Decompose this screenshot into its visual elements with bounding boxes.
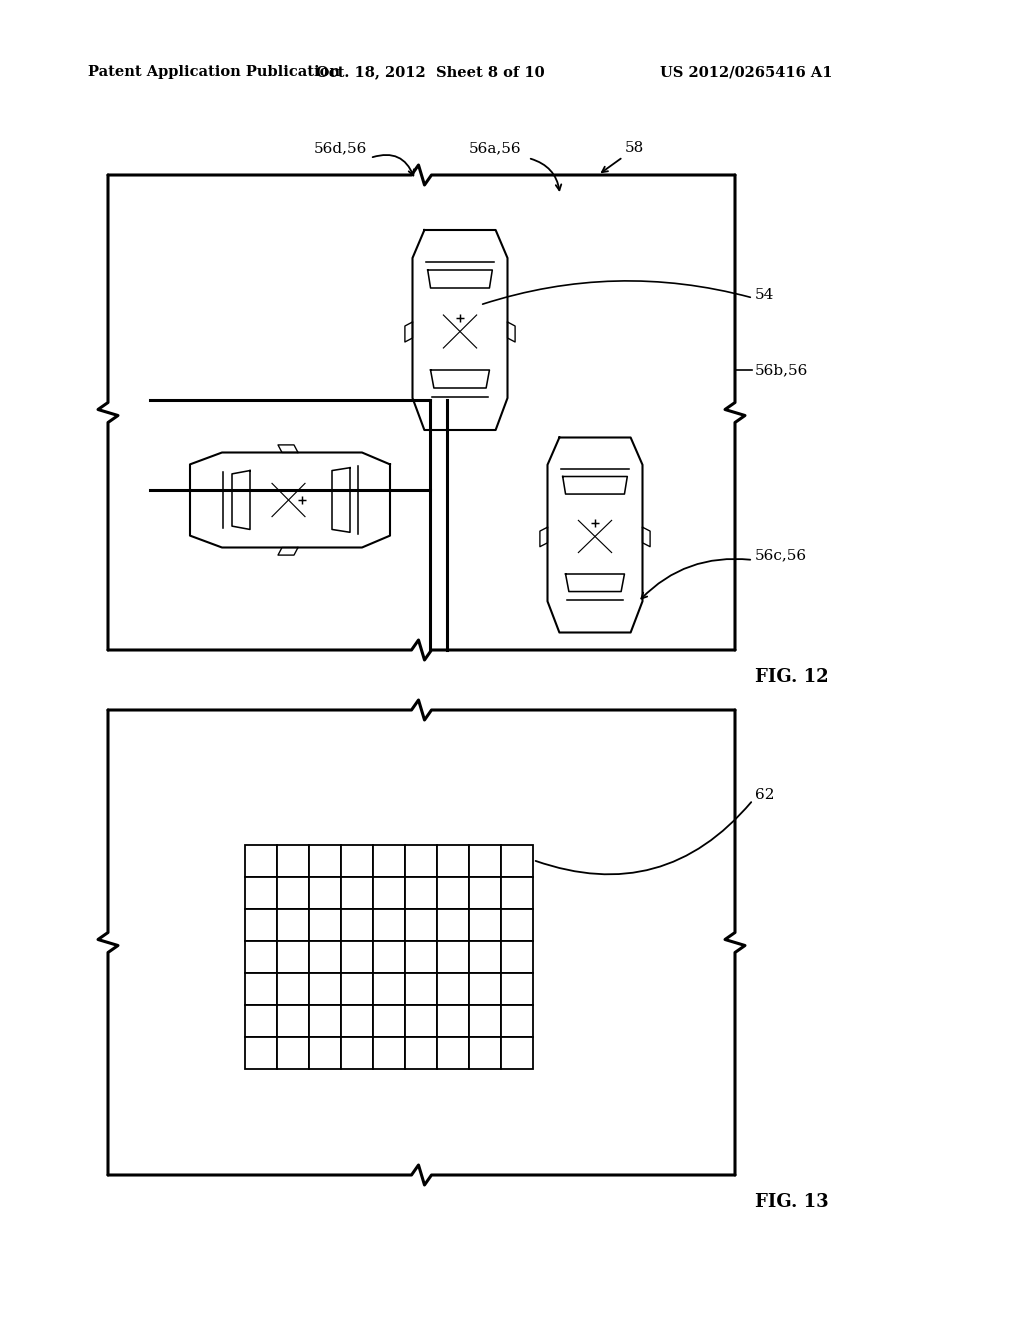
Bar xyxy=(309,973,341,1005)
Bar xyxy=(309,845,341,876)
Bar xyxy=(406,876,437,909)
Bar xyxy=(406,1038,437,1069)
Bar xyxy=(501,1005,534,1038)
Bar xyxy=(309,1038,341,1069)
Text: FIG. 12: FIG. 12 xyxy=(755,668,828,686)
Bar xyxy=(341,845,373,876)
Text: Oct. 18, 2012  Sheet 8 of 10: Oct. 18, 2012 Sheet 8 of 10 xyxy=(315,65,545,79)
Bar xyxy=(501,1038,534,1069)
Bar xyxy=(278,1005,309,1038)
Bar xyxy=(469,845,501,876)
Bar xyxy=(309,1005,341,1038)
Bar xyxy=(469,1005,501,1038)
Bar xyxy=(278,845,309,876)
Bar xyxy=(245,1005,278,1038)
Bar xyxy=(437,941,469,973)
Text: 56d,56: 56d,56 xyxy=(313,141,367,154)
Bar xyxy=(341,909,373,941)
Bar xyxy=(245,845,278,876)
Bar xyxy=(309,941,341,973)
Bar xyxy=(341,941,373,973)
Bar xyxy=(469,1038,501,1069)
Bar xyxy=(245,941,278,973)
Bar xyxy=(373,876,406,909)
Bar xyxy=(341,973,373,1005)
Bar xyxy=(373,1038,406,1069)
Text: 56a,56: 56a,56 xyxy=(469,141,521,154)
Bar xyxy=(406,1005,437,1038)
Bar xyxy=(437,1038,469,1069)
Bar xyxy=(373,973,406,1005)
Bar xyxy=(278,973,309,1005)
Bar xyxy=(341,876,373,909)
Bar xyxy=(469,973,501,1005)
Bar xyxy=(309,876,341,909)
Bar xyxy=(245,1038,278,1069)
Bar xyxy=(278,941,309,973)
Text: 58: 58 xyxy=(625,141,644,154)
Bar xyxy=(469,876,501,909)
Text: 62: 62 xyxy=(755,788,774,803)
Bar xyxy=(373,845,406,876)
Bar xyxy=(437,973,469,1005)
Bar xyxy=(501,845,534,876)
Bar xyxy=(469,909,501,941)
Bar xyxy=(437,876,469,909)
Bar xyxy=(406,909,437,941)
Bar xyxy=(309,909,341,941)
Bar xyxy=(501,909,534,941)
Bar xyxy=(373,941,406,973)
Bar xyxy=(341,1038,373,1069)
Bar xyxy=(341,1005,373,1038)
Bar xyxy=(373,1005,406,1038)
Bar xyxy=(406,845,437,876)
Bar xyxy=(469,941,501,973)
Text: 56b,56: 56b,56 xyxy=(755,363,808,378)
Text: FIG. 13: FIG. 13 xyxy=(755,1193,828,1210)
Bar xyxy=(406,973,437,1005)
Bar xyxy=(437,909,469,941)
Bar xyxy=(245,876,278,909)
Text: US 2012/0265416 A1: US 2012/0265416 A1 xyxy=(660,65,833,79)
Text: 56c,56: 56c,56 xyxy=(755,548,807,562)
Bar xyxy=(245,973,278,1005)
Bar xyxy=(406,941,437,973)
Bar xyxy=(437,1005,469,1038)
Bar xyxy=(437,845,469,876)
Text: 54: 54 xyxy=(755,288,774,302)
Bar xyxy=(278,1038,309,1069)
Bar xyxy=(501,941,534,973)
Bar xyxy=(278,909,309,941)
Bar xyxy=(373,909,406,941)
Bar xyxy=(278,876,309,909)
Text: Patent Application Publication: Patent Application Publication xyxy=(88,65,340,79)
Bar xyxy=(501,973,534,1005)
Bar xyxy=(245,909,278,941)
Bar xyxy=(501,876,534,909)
